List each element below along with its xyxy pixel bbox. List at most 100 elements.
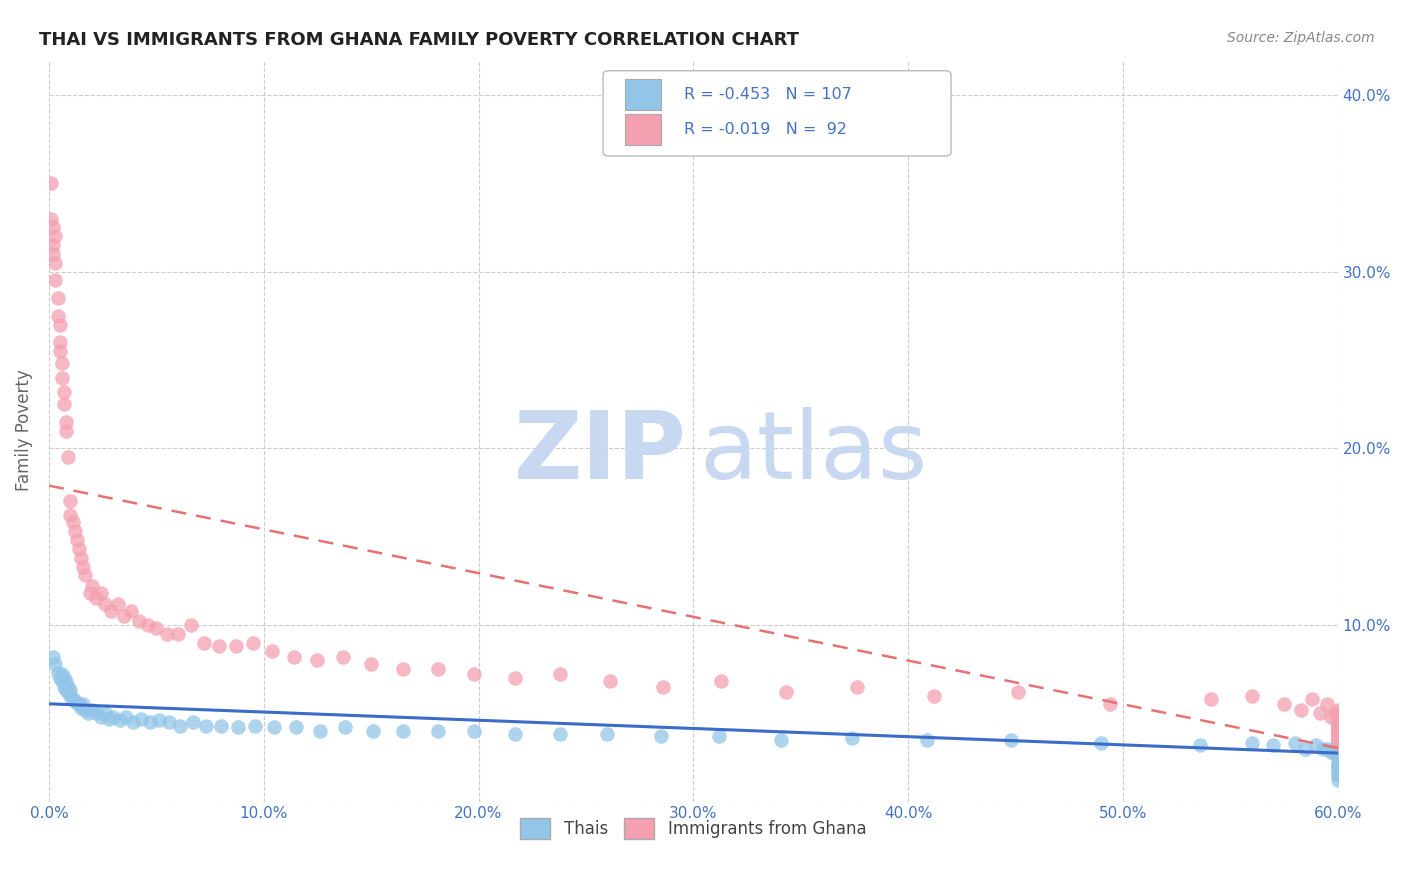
Point <box>225 639 247 653</box>
Point <box>51 674 73 689</box>
Point <box>503 727 526 741</box>
Point <box>1324 747 1347 761</box>
Point <box>1272 698 1295 712</box>
Point <box>710 674 733 689</box>
Point <box>1326 732 1348 747</box>
Point <box>1326 741 1348 756</box>
Point <box>55 683 77 698</box>
Point <box>1326 750 1348 764</box>
Point <box>51 356 73 370</box>
Point <box>115 710 138 724</box>
Point <box>1326 750 1348 764</box>
Point <box>599 674 621 689</box>
Point <box>1324 706 1347 721</box>
Point <box>770 732 793 747</box>
Point <box>1309 706 1331 721</box>
Point <box>1326 715 1348 730</box>
Point <box>100 604 122 618</box>
Text: R = -0.453   N = 107: R = -0.453 N = 107 <box>685 87 852 102</box>
Point <box>262 644 284 658</box>
Point <box>1326 741 1348 756</box>
Point <box>1326 727 1348 741</box>
Point <box>1240 689 1263 703</box>
Point <box>48 344 70 359</box>
Point <box>209 718 232 732</box>
Point <box>1312 741 1334 756</box>
Point <box>1326 736 1348 750</box>
Point <box>1326 720 1348 734</box>
Point <box>1326 718 1348 732</box>
Point <box>169 718 191 732</box>
Point <box>62 516 84 530</box>
Point <box>63 524 86 539</box>
Point <box>1326 741 1348 756</box>
Point <box>841 731 863 745</box>
Point <box>48 671 70 685</box>
Point <box>46 291 69 305</box>
Point <box>75 703 97 717</box>
Point <box>1326 720 1348 734</box>
Point <box>42 220 65 235</box>
Point <box>80 579 103 593</box>
Point <box>548 667 571 681</box>
Point <box>1326 741 1348 756</box>
Point <box>1326 741 1348 756</box>
Point <box>1305 738 1327 752</box>
Point <box>103 710 125 724</box>
Point <box>46 665 69 680</box>
Point <box>1263 738 1285 752</box>
Point <box>58 680 80 694</box>
Point <box>48 335 70 350</box>
Point <box>263 720 285 734</box>
Point <box>1326 756 1348 770</box>
Point <box>44 657 66 671</box>
Point <box>66 533 89 548</box>
Point <box>1326 745 1348 759</box>
Point <box>1189 738 1212 752</box>
Point <box>650 729 672 743</box>
Point <box>62 692 84 706</box>
Point <box>112 609 135 624</box>
Point <box>1326 747 1348 761</box>
Point <box>1326 715 1348 730</box>
Point <box>63 694 86 708</box>
Point <box>89 710 111 724</box>
Point <box>1326 759 1348 773</box>
Point <box>1320 745 1343 759</box>
Point <box>1326 736 1348 750</box>
Point <box>1326 723 1348 738</box>
Point <box>335 720 357 734</box>
Point <box>1326 763 1348 777</box>
Point <box>1326 773 1348 788</box>
Point <box>1316 741 1339 756</box>
Point <box>1326 741 1348 756</box>
Point <box>463 667 485 681</box>
Point <box>51 370 73 384</box>
Point <box>53 384 76 399</box>
Point <box>55 415 77 429</box>
Point <box>1326 750 1348 764</box>
Text: ZIP: ZIP <box>515 407 688 499</box>
Point <box>181 715 204 730</box>
Point <box>283 649 305 664</box>
Point <box>59 683 82 698</box>
Point <box>1326 738 1348 752</box>
Point <box>53 671 76 685</box>
Point <box>1326 768 1348 782</box>
Point <box>180 618 202 632</box>
Point <box>1326 715 1348 730</box>
Point <box>596 727 619 741</box>
Point <box>1326 745 1348 759</box>
Bar <box>626 114 661 145</box>
Point <box>48 318 70 332</box>
Point <box>94 706 117 721</box>
Point <box>392 662 415 676</box>
Point <box>193 635 215 649</box>
Point <box>1326 723 1348 738</box>
Point <box>1301 692 1323 706</box>
Point <box>44 273 66 287</box>
Point <box>131 712 153 726</box>
Point <box>361 723 384 738</box>
Point <box>39 211 62 226</box>
Point <box>1326 727 1348 741</box>
